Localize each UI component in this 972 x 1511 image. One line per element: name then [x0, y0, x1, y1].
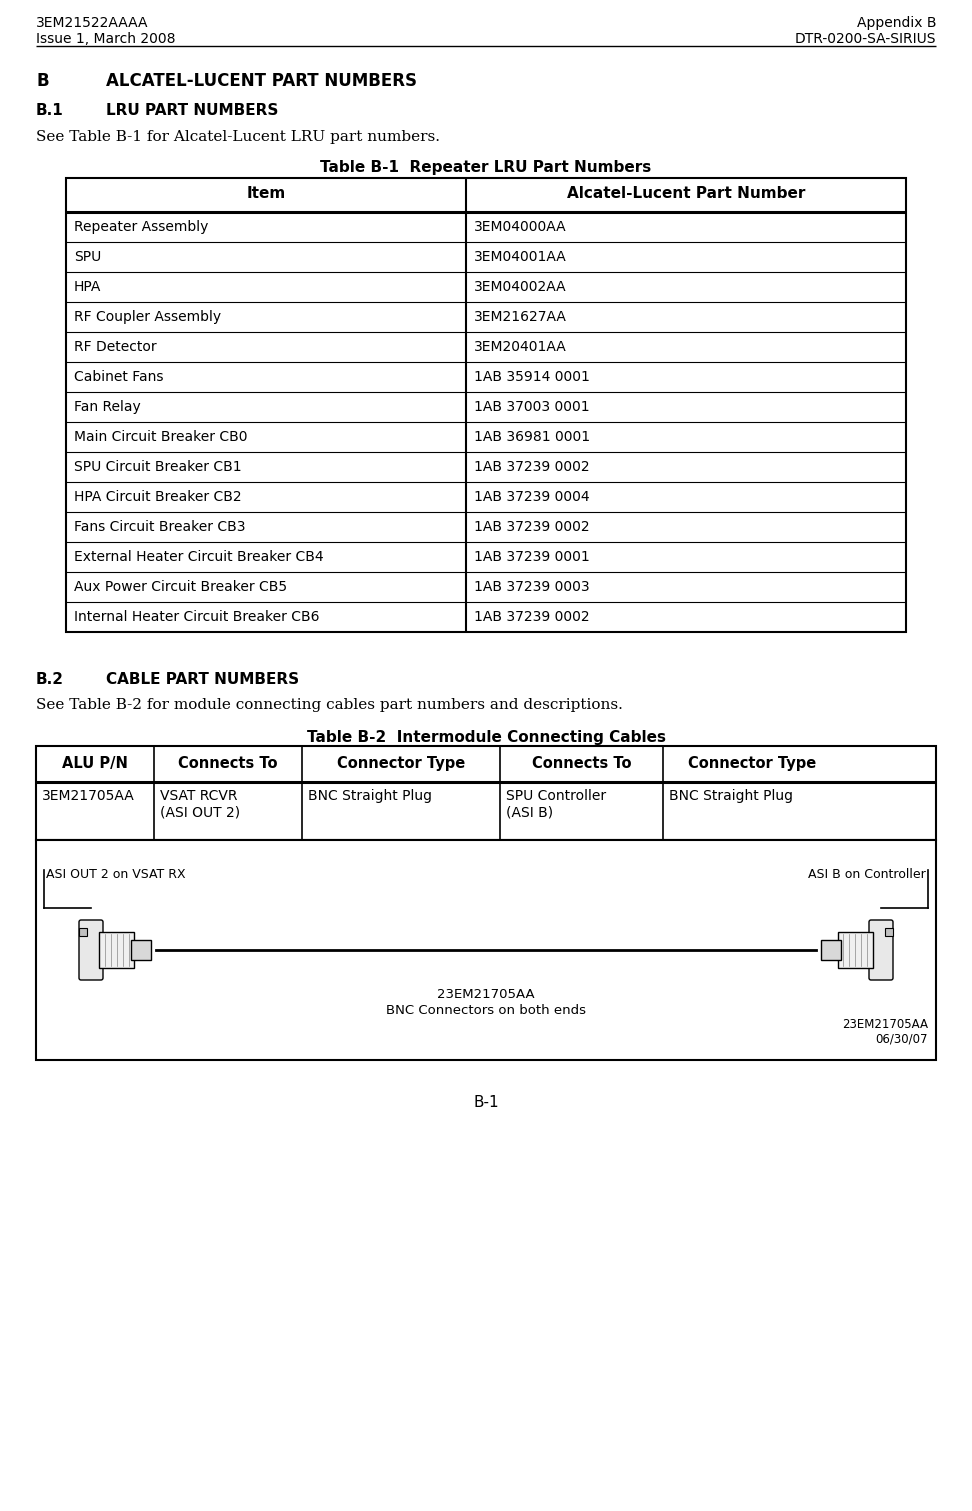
Text: B-1: B-1 [473, 1095, 499, 1111]
Text: Connector Type: Connector Type [688, 756, 816, 771]
Text: 1AB 37239 0002: 1AB 37239 0002 [474, 610, 590, 624]
Text: VSAT RCVR
(ASI OUT 2): VSAT RCVR (ASI OUT 2) [160, 789, 240, 819]
Text: ALU P/N: ALU P/N [62, 756, 128, 771]
Bar [99, 932, 134, 969]
Text: Item: Item [246, 186, 286, 201]
Text: 1AB 37239 0004: 1AB 37239 0004 [474, 490, 590, 505]
Text: LRU PART NUMBERS: LRU PART NUMBERS [106, 103, 278, 118]
Text: Issue 1, March 2008: Issue 1, March 2008 [36, 32, 176, 45]
Text: RF Coupler Assembly: RF Coupler Assembly [74, 310, 221, 323]
Text: DTR-0200-SA-SIRIUS: DTR-0200-SA-SIRIUS [794, 32, 936, 45]
Text: 1AB 37003 0001: 1AB 37003 0001 [474, 400, 590, 414]
Text: Connects To: Connects To [532, 756, 631, 771]
Text: 3EM21705AA: 3EM21705AA [42, 789, 135, 802]
Text: 1AB 37239 0001: 1AB 37239 0001 [474, 550, 590, 564]
Text: SPU Circuit Breaker CB1: SPU Circuit Breaker CB1 [74, 459, 242, 474]
FancyBboxPatch shape [79, 920, 103, 981]
Text: Aux Power Circuit Breaker CB5: Aux Power Circuit Breaker CB5 [74, 580, 287, 594]
Text: 3EM04002AA: 3EM04002AA [474, 280, 567, 295]
Text: CABLE PART NUMBERS: CABLE PART NUMBERS [106, 672, 299, 688]
Text: 1AB 37239 0002: 1AB 37239 0002 [474, 520, 590, 533]
Text: B: B [36, 73, 49, 91]
Text: BNC Straight Plug: BNC Straight Plug [308, 789, 432, 802]
Text: Appendix B: Appendix B [856, 17, 936, 30]
Text: 23EM21705AA: 23EM21705AA [437, 988, 535, 1000]
Text: ASI OUT 2 on VSAT RX: ASI OUT 2 on VSAT RX [46, 867, 186, 881]
Text: 3EM21627AA: 3EM21627AA [474, 310, 567, 323]
Text: 1AB 36981 0001: 1AB 36981 0001 [474, 431, 590, 444]
Text: Alcatel-Lucent Part Number: Alcatel-Lucent Part Number [567, 186, 805, 201]
Bar [821, 940, 841, 959]
Bar [66, 178, 906, 632]
Text: ASI B on Controller: ASI B on Controller [809, 867, 926, 881]
Text: B.2: B.2 [36, 672, 64, 688]
Text: BNC Connectors on both ends: BNC Connectors on both ends [386, 1003, 586, 1017]
Text: External Heater Circuit Breaker CB4: External Heater Circuit Breaker CB4 [74, 550, 324, 564]
Bar [885, 928, 893, 935]
Bar [36, 746, 936, 840]
Bar [131, 940, 151, 959]
Text: Main Circuit Breaker CB0: Main Circuit Breaker CB0 [74, 431, 248, 444]
Text: Connects To: Connects To [178, 756, 278, 771]
Text: ALCATEL-LUCENT PART NUMBERS: ALCATEL-LUCENT PART NUMBERS [106, 73, 417, 91]
Text: Table B-1  Repeater LRU Part Numbers: Table B-1 Repeater LRU Part Numbers [321, 160, 651, 175]
Text: 3EM04001AA: 3EM04001AA [474, 249, 567, 264]
Text: 1AB 37239 0002: 1AB 37239 0002 [474, 459, 590, 474]
Text: Table B-2  Intermodule Connecting Cables: Table B-2 Intermodule Connecting Cables [306, 730, 666, 745]
Text: See Table B-1 for Alcatel-Lucent LRU part numbers.: See Table B-1 for Alcatel-Lucent LRU par… [36, 130, 440, 144]
Text: 1AB 37239 0003: 1AB 37239 0003 [474, 580, 590, 594]
Text: 3EM04000AA: 3EM04000AA [474, 221, 567, 234]
Bar [838, 932, 873, 969]
Text: Fan Relay: Fan Relay [74, 400, 141, 414]
Text: 06/30/07: 06/30/07 [876, 1032, 928, 1046]
Text: HPA: HPA [74, 280, 101, 295]
Text: Internal Heater Circuit Breaker CB6: Internal Heater Circuit Breaker CB6 [74, 610, 320, 624]
Text: 3EM20401AA: 3EM20401AA [474, 340, 567, 354]
Bar [79, 928, 87, 935]
Text: BNC Straight Plug: BNC Straight Plug [669, 789, 793, 802]
Text: 3EM21522AAAA: 3EM21522AAAA [36, 17, 149, 30]
Text: RF Detector: RF Detector [74, 340, 156, 354]
Text: Connector Type: Connector Type [337, 756, 466, 771]
Text: 23EM21705AA: 23EM21705AA [842, 1018, 928, 1031]
Text: Fans Circuit Breaker CB3: Fans Circuit Breaker CB3 [74, 520, 246, 533]
Text: SPU: SPU [74, 249, 101, 264]
Text: HPA Circuit Breaker CB2: HPA Circuit Breaker CB2 [74, 490, 242, 505]
Text: See Table B-2 for module connecting cables part numbers and descriptions.: See Table B-2 for module connecting cabl… [36, 698, 623, 712]
Text: Repeater Assembly: Repeater Assembly [74, 221, 208, 234]
Bar [36, 840, 936, 1061]
FancyBboxPatch shape [869, 920, 893, 981]
Text: 1AB 35914 0001: 1AB 35914 0001 [474, 370, 590, 384]
Text: B.1: B.1 [36, 103, 64, 118]
Text: Cabinet Fans: Cabinet Fans [74, 370, 163, 384]
Text: SPU Controller
(ASI B): SPU Controller (ASI B) [506, 789, 607, 819]
